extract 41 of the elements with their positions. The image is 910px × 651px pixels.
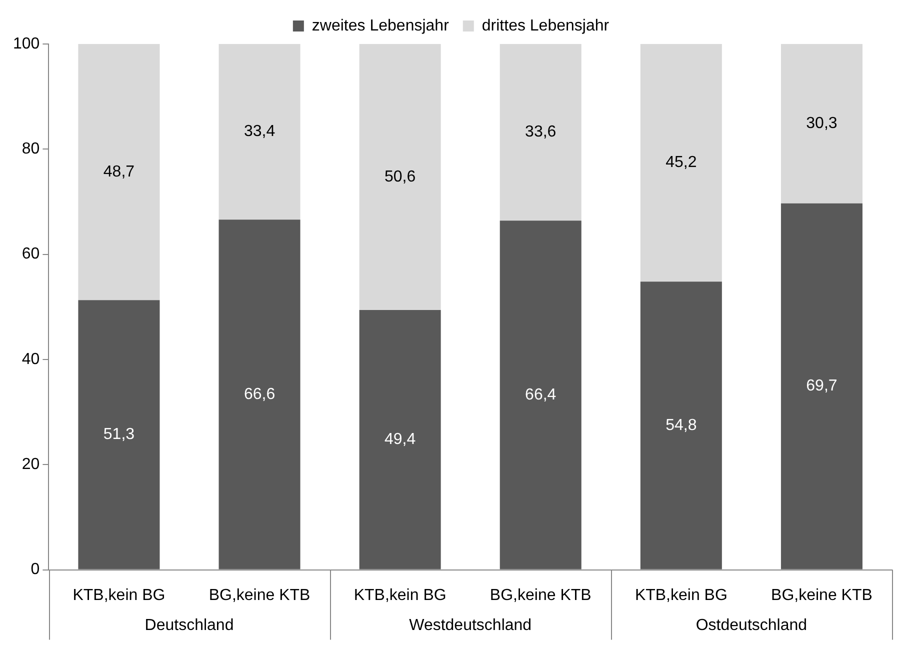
bar: [359, 44, 441, 310]
data-label: 51,3: [103, 426, 135, 444]
y-tick-label: 0: [30, 561, 40, 578]
text: Deutschland: [144, 617, 234, 634]
data-label: 30,3: [806, 115, 838, 132]
data-label: 33,4: [244, 123, 276, 140]
x-tick-label: KTB,kein BG: [634, 586, 728, 604]
data-label: 69,7: [806, 378, 838, 395]
bar: [78, 300, 160, 570]
legend-label: drittes Lebensjahr: [482, 17, 610, 34]
bar: [218, 44, 300, 220]
bar: [359, 310, 441, 570]
text: Westdeutschland: [409, 617, 532, 634]
bar: [78, 44, 160, 300]
text: Ostdeutschland: [696, 617, 808, 634]
bar: [780, 44, 862, 204]
data-label: 50,6: [384, 168, 416, 186]
bar: [500, 44, 582, 221]
y-tick-label: 60: [22, 246, 40, 263]
data-label: 54,8: [666, 416, 697, 434]
data-label: 49,4: [384, 431, 416, 448]
data-label: 66,6: [244, 386, 276, 403]
x-tick-label: BG,keine KTB: [771, 586, 872, 604]
data-label: 48,7: [103, 163, 135, 180]
bar: [640, 282, 722, 570]
y-tick-label: 20: [22, 456, 40, 474]
y-tick-label: 100: [12, 35, 40, 52]
x-tick-label: BG,keine KTB: [490, 586, 592, 604]
y-tick-label: 40: [22, 350, 40, 368]
x-tick-label: KTB,kein BG: [72, 586, 166, 604]
bar: [218, 220, 300, 570]
bar: [780, 203, 862, 570]
data-label: 33,6: [525, 124, 556, 141]
bar: [640, 44, 722, 282]
data-label: 45,2: [666, 154, 697, 172]
y-tick-label: 80: [22, 140, 40, 158]
bar: [500, 220, 582, 570]
data-label: 66,4: [525, 386, 556, 404]
x-tick-label: KTB,kein BG: [354, 586, 446, 604]
legend-label: zweites Lebensjahr: [312, 17, 450, 34]
x-tick-label: BG,keine KTB: [208, 586, 310, 604]
